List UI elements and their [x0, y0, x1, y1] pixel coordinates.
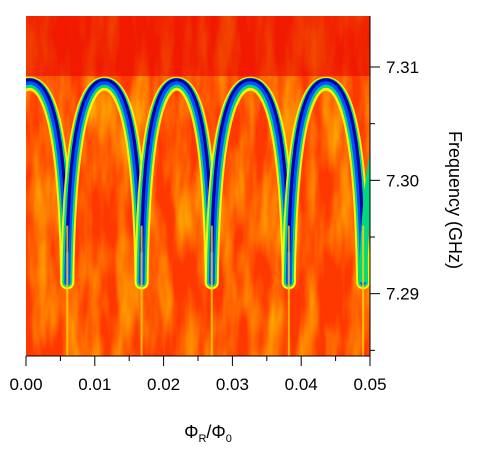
- arch-core: [287, 78, 365, 253]
- y-tick-label: 7.31: [386, 58, 419, 77]
- x-axis-label: ΦR/Φ0: [184, 422, 232, 445]
- arch-core: [210, 78, 291, 253]
- arch-core: [26, 78, 69, 253]
- x-axis-label-sub2: 0: [226, 433, 232, 445]
- x-tick-label: 0.01: [78, 375, 111, 394]
- x-ticks: 0.00 0.01 0.02 0.03 0.04 0.05: [9, 356, 387, 394]
- y-axis-label: Frequency (GHz): [445, 131, 465, 269]
- resonance-arches: [26, 76, 370, 356]
- arch-core: [140, 78, 214, 253]
- y-tick-label: 7.30: [386, 171, 419, 190]
- arch-core: [65, 78, 144, 253]
- x-tick-label: 0.04: [285, 375, 318, 394]
- y-ticks: 7.29 7.30 7.31: [370, 58, 419, 351]
- axes: 0.00 0.01 0.02 0.03 0.04 0.05 7.29 7.30 7.31 ΦR…: [9, 16, 465, 445]
- heatmap-top-band: [26, 16, 370, 76]
- x-tick-label: 0.02: [147, 375, 180, 394]
- x-tick-label: 0.00: [9, 375, 42, 394]
- plot-area: [26, 16, 370, 356]
- x-tick-label: 0.05: [353, 375, 386, 394]
- x-axis-label-sub1: R: [198, 433, 206, 445]
- x-axis-label-slash: /Φ: [206, 422, 225, 442]
- y-tick-label: 7.29: [386, 285, 419, 304]
- x-axis-label-main: Φ: [184, 422, 198, 442]
- x-tick-label: 0.03: [216, 375, 249, 394]
